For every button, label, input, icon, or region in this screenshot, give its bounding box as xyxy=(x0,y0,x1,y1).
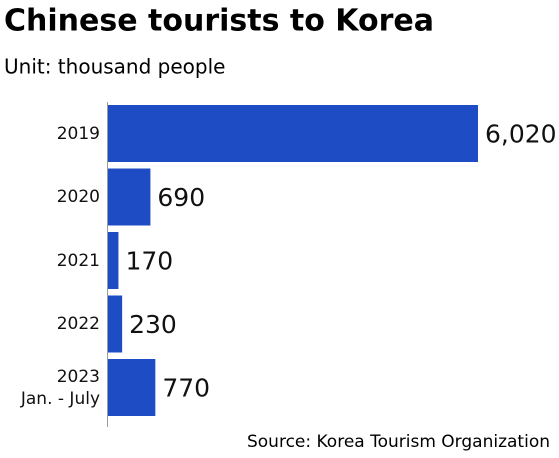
bar xyxy=(108,359,156,416)
source: Source: Korea Tourism Organization xyxy=(247,432,550,452)
bar xyxy=(108,168,151,226)
category-label: 2019 xyxy=(56,123,100,144)
bar xyxy=(108,295,123,353)
value-label: 770 xyxy=(162,374,210,403)
chart-title: Chinese tourists to Korea xyxy=(4,4,434,39)
value-label: 690 xyxy=(157,183,205,212)
value-label: 230 xyxy=(129,310,177,339)
category-label: 2022 xyxy=(56,314,100,334)
category-label: 2020 xyxy=(56,187,100,207)
value-label: 170 xyxy=(125,247,173,276)
category-label: 2023 Jan. - July xyxy=(20,366,100,409)
category-label: 2021 xyxy=(56,250,100,271)
bar xyxy=(108,105,478,162)
chart-subtitle: Unit: thousand people xyxy=(4,55,225,79)
bar xyxy=(108,232,119,289)
value-label: 6,020 xyxy=(485,120,557,149)
